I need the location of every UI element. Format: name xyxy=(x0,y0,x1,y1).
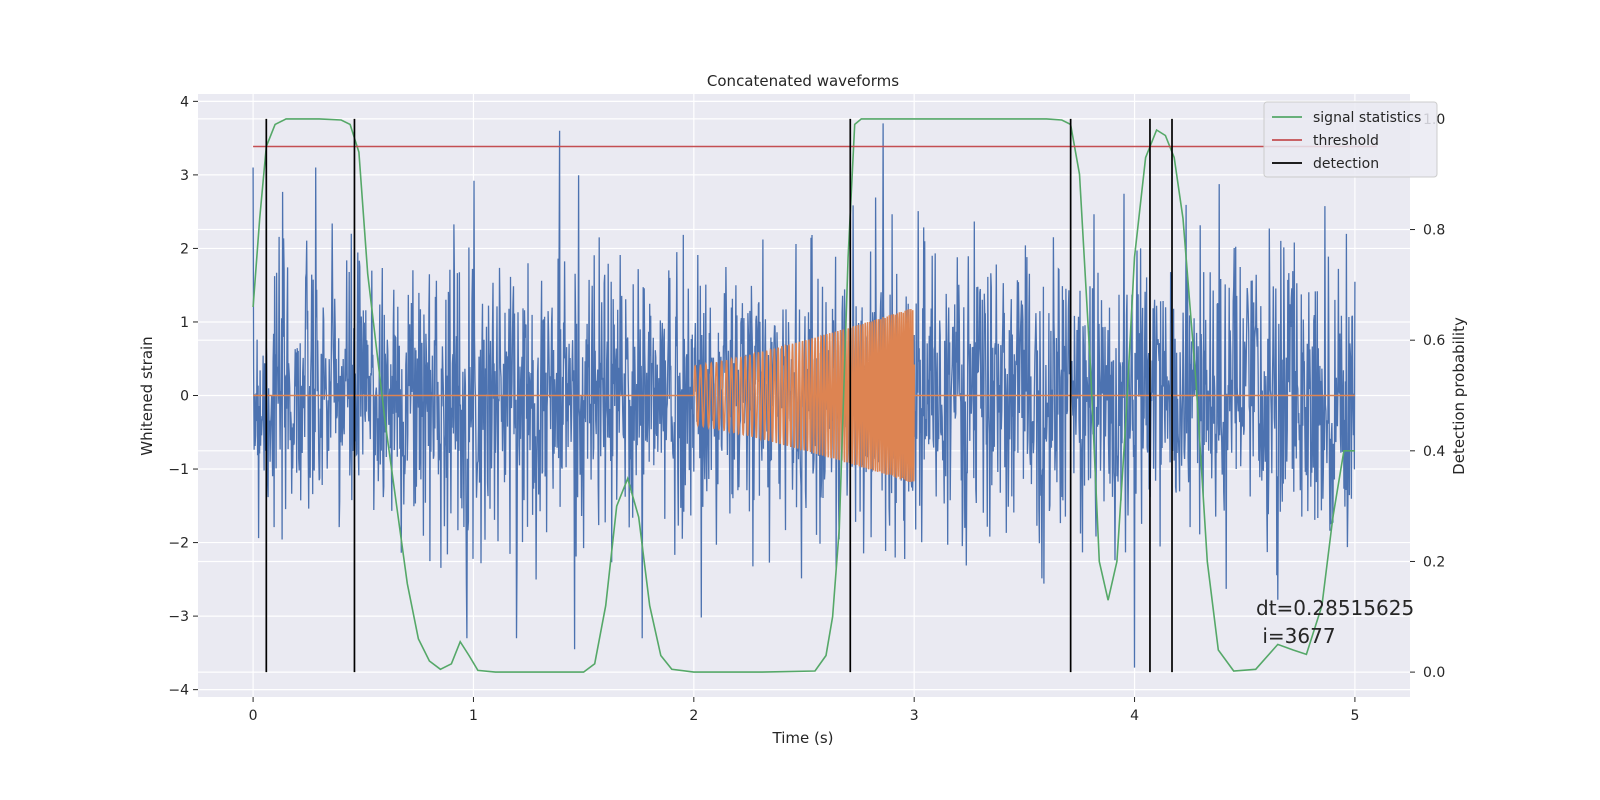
legend-label: detection xyxy=(1313,156,1379,172)
plot-area xyxy=(252,118,1377,673)
annotation-text: dt=0.28515625 i=3677 xyxy=(1256,596,1414,648)
y2-tick-label: 0.4 xyxy=(1423,444,1445,460)
detection-lines xyxy=(265,118,1173,673)
y-tick-label: 3 xyxy=(180,168,189,184)
x-tick-label: 4 xyxy=(1130,708,1139,724)
x-axis-label: Time (s) xyxy=(772,729,834,747)
y2-tick-label: 0.0 xyxy=(1423,665,1445,681)
y-tick-label: 0 xyxy=(180,389,189,405)
y-tick-label: −4 xyxy=(168,683,189,699)
legend-label: signal statistics xyxy=(1313,110,1421,126)
y2-axis-label: Detection probability xyxy=(1450,317,1468,475)
y-tick-label: −3 xyxy=(168,609,189,625)
y2-tick-label: 0.2 xyxy=(1423,554,1445,570)
x-tick-label: 2 xyxy=(689,708,698,724)
y-tick-label: 2 xyxy=(180,241,189,257)
x-tick-label: 3 xyxy=(910,708,919,724)
y-tick-label: 1 xyxy=(180,315,189,331)
legend: signal statistics threshold detection xyxy=(1263,101,1438,178)
y-tick-label: −2 xyxy=(168,536,189,552)
annotation-line: dt=0.28515625 xyxy=(1256,596,1414,620)
y-tick-label: −1 xyxy=(168,462,189,478)
y-tick-label: 4 xyxy=(180,94,189,110)
legend-box xyxy=(1263,101,1438,178)
chart-title: Concatenated waveforms xyxy=(707,72,899,90)
signal-statistics-series xyxy=(252,118,1355,673)
injected-waveform-series xyxy=(253,308,1355,483)
y-axis-label: Whitened strain xyxy=(138,336,156,455)
y-axis-ticks: −4 −3 −2 −1 0 1 2 3 4 xyxy=(168,94,198,699)
x-axis-ticks: 0 1 2 3 4 5 xyxy=(249,697,1359,724)
y2-tick-label: 0.8 xyxy=(1423,223,1445,239)
y2-tick-label: 0.6 xyxy=(1423,333,1445,349)
x-tick-label: 1 xyxy=(469,708,478,724)
annotation-line: i=3677 xyxy=(1256,624,1336,648)
legend-label: threshold xyxy=(1313,133,1379,149)
x-tick-label: 0 xyxy=(249,708,258,724)
x-tick-label: 5 xyxy=(1350,708,1359,724)
